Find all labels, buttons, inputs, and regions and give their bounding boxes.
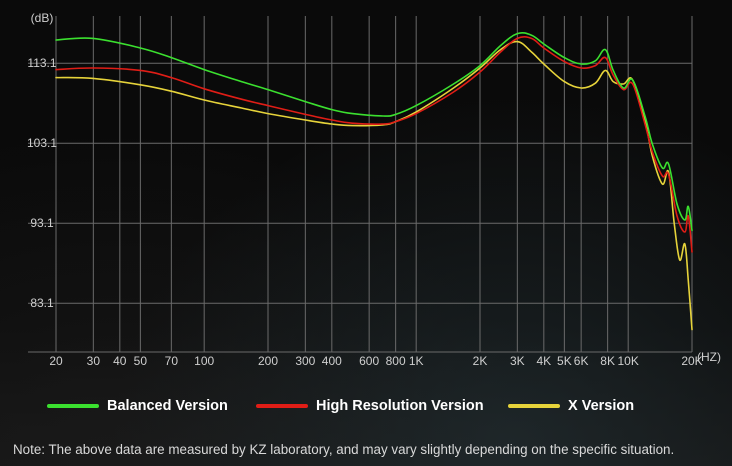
x-tick-label: 200 xyxy=(258,354,278,368)
y-tick-label: 83.1 xyxy=(30,296,54,310)
x-tick-label: 300 xyxy=(295,354,315,368)
x-tick-label: 1K xyxy=(409,354,424,368)
x-tick-label: 10K xyxy=(618,354,639,368)
x-tick-label: 20K xyxy=(681,354,702,368)
x-tick-label: 2K xyxy=(473,354,488,368)
y-unit-label: (dB) xyxy=(31,11,54,25)
x-tick-label: 800 xyxy=(386,354,406,368)
series-line-x xyxy=(55,40,693,331)
chart-series xyxy=(55,31,693,331)
x-tick-label: 100 xyxy=(194,354,214,368)
legend-label-x: X Version xyxy=(568,398,635,414)
x-tick-label: 3K xyxy=(510,354,525,368)
x-tick-label: 30 xyxy=(87,354,101,368)
x-tick-label: 6K xyxy=(574,354,589,368)
y-tick-label: 113.1 xyxy=(27,56,56,70)
legend-label-high-resolution: High Resolution Version xyxy=(316,398,484,414)
chart-labels: 20 30 40 50 70 100 200 300 400 600 800 1K 2K 3K 4K 5K 6K… xyxy=(27,11,721,368)
legend-swatch-high-resolution xyxy=(256,404,308,408)
legend-item-x: X Version xyxy=(508,398,634,414)
chart-grid xyxy=(28,16,693,353)
measurement-note: Note: The above data are measured by KZ … xyxy=(13,442,675,457)
series-line-balanced xyxy=(55,31,693,232)
x-tick-label: 50 xyxy=(134,354,148,368)
x-tick-label: 4K xyxy=(536,354,551,368)
x-tick-label: 20 xyxy=(49,354,63,368)
legend-item-high-resolution: High Resolution Version xyxy=(256,398,484,414)
x-tick-label: 40 xyxy=(113,354,127,368)
legend-swatch-x xyxy=(508,404,560,408)
legend-item-balanced: Balanced Version xyxy=(47,398,228,414)
x-tick-label: 5K xyxy=(557,354,572,368)
series-line-high-resolution xyxy=(55,36,693,253)
y-tick-label: 93.1 xyxy=(30,216,54,230)
legend-swatch-balanced xyxy=(47,404,99,408)
legend-label-balanced: Balanced Version xyxy=(107,398,228,414)
x-tick-label: 70 xyxy=(165,354,179,368)
x-tick-label: 8K xyxy=(600,354,615,368)
x-unit-label: (HZ) xyxy=(697,350,721,364)
x-tick-label: 600 xyxy=(359,354,379,368)
chart-legend: Balanced Version High Resolution Version… xyxy=(0,398,732,422)
y-tick-label: 103.1 xyxy=(27,136,57,150)
x-tick-label: 400 xyxy=(322,354,342,368)
